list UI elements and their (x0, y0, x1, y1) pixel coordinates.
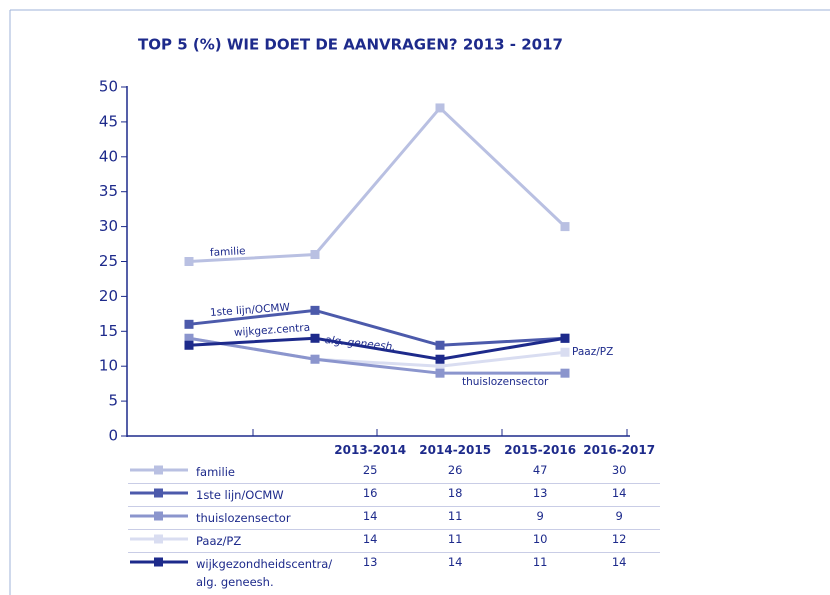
y-tick-label: 20 (99, 287, 118, 305)
column-header: 2014-2015 (419, 443, 492, 457)
legend-label: 1ste lijn/OCMW (190, 483, 333, 507)
point (560, 222, 570, 232)
table-value: 30 (578, 461, 661, 484)
table-value: 13 (362, 555, 378, 569)
y-tick-label: 25 (99, 252, 118, 270)
y-tick-label: 50 (99, 78, 118, 96)
header-row: 2013-2014 2014-2015 2015-2016 2016-2017 (128, 441, 660, 461)
table-value: 9 (502, 506, 579, 530)
table-value: 11 (408, 506, 503, 530)
legend-icon (130, 511, 188, 521)
table-value: 47 (502, 461, 579, 484)
legend-marker (154, 511, 163, 521)
legend-label: Paaz/PZ (190, 529, 333, 553)
point (184, 340, 194, 350)
table-value: 14 (578, 483, 661, 507)
table-value: 18 (408, 483, 503, 507)
point (310, 333, 320, 343)
legend-label: thuislozensector (190, 506, 333, 530)
table-row: wijkgezondheidscentra/ alg. geneesh. 13 14… (128, 553, 660, 594)
series-line (188, 308, 566, 347)
series-line (188, 336, 565, 375)
table-value: 10 (502, 529, 579, 553)
blank (128, 441, 190, 461)
y-tick-label: 10 (99, 357, 118, 375)
legend-symbol (128, 461, 190, 484)
table-row: Paaz/PZ 14 11 10 12 (128, 529, 661, 553)
chart-title: TOP 5 (%) WIE DOET DE AANVRAGEN? 2013 - … (138, 36, 563, 54)
table-value: 14 (332, 529, 409, 553)
point (310, 305, 320, 315)
y-tick-label: 5 (108, 392, 118, 410)
point (310, 250, 320, 260)
point (184, 333, 194, 343)
legend-marker (154, 465, 163, 475)
table-value: 9 (578, 506, 661, 530)
y-tick-label: 40 (99, 147, 118, 165)
column-header: 2015-2016 (504, 443, 577, 457)
point (435, 103, 445, 113)
point (310, 354, 320, 364)
legend-icon (130, 488, 188, 498)
legend-label: familie (190, 461, 333, 484)
legend-label: wijkgezondheidscentra/ alg. geneesh. (196, 557, 333, 589)
table-value: 14 (611, 555, 627, 569)
series-line (188, 105, 567, 263)
table-row: thuislozensector 14 11 9 9 (128, 506, 661, 530)
point (435, 340, 445, 350)
column-header: 2016-2017 (583, 443, 656, 457)
y-tick-label: 35 (99, 182, 118, 200)
point (560, 347, 570, 357)
series-line (188, 336, 566, 361)
point (435, 354, 445, 364)
y-tick-label: 45 (99, 112, 118, 130)
y-tick-label: 0 (108, 427, 118, 445)
legend-symbol (128, 506, 190, 530)
legend-marker (154, 557, 163, 567)
table-value: 14 (332, 506, 409, 530)
table-value: 11 (532, 555, 548, 569)
table-value: 14 (447, 555, 463, 569)
table-value: 16 (332, 483, 409, 507)
point (560, 333, 570, 343)
table-value: 25 (332, 461, 409, 484)
point (435, 361, 445, 371)
legend-symbol (128, 483, 190, 507)
legend-icon (130, 557, 188, 567)
table-value: 11 (408, 529, 503, 553)
column-header: 2013-2014 (334, 443, 407, 457)
y-tick-label: 15 (99, 322, 118, 340)
annotation: familie (210, 245, 246, 259)
annotation: thuislozensector (462, 376, 549, 388)
table-row: familie 25 26 47 30 (128, 461, 661, 484)
table-value: 26 (408, 461, 503, 484)
legend-marker (154, 488, 163, 498)
blank (190, 441, 332, 461)
y-tick-label: 30 (99, 217, 118, 235)
table-row: 1ste lijn/OCMW 16 18 13 14 (128, 483, 661, 507)
annotation: Paaz/PZ (572, 346, 613, 358)
legend-symbol (128, 529, 190, 553)
table-value: 12 (578, 529, 661, 553)
annotation: 1ste lijn/OCMW (210, 301, 291, 319)
legend-symbol (128, 553, 190, 594)
annotation: wijkgez.centra (234, 322, 311, 339)
legend-marker (154, 534, 163, 544)
point (435, 368, 445, 378)
point (184, 319, 194, 329)
legend-icon (130, 534, 188, 544)
point (184, 257, 194, 266)
data-table: 2013-2014 2014-2015 2015-2016 2016-2017 fami… (128, 441, 661, 594)
point (560, 368, 570, 378)
annotation: alg. geneesh. (324, 334, 396, 353)
table-value: 13 (502, 483, 579, 507)
legend-icon (130, 465, 188, 475)
